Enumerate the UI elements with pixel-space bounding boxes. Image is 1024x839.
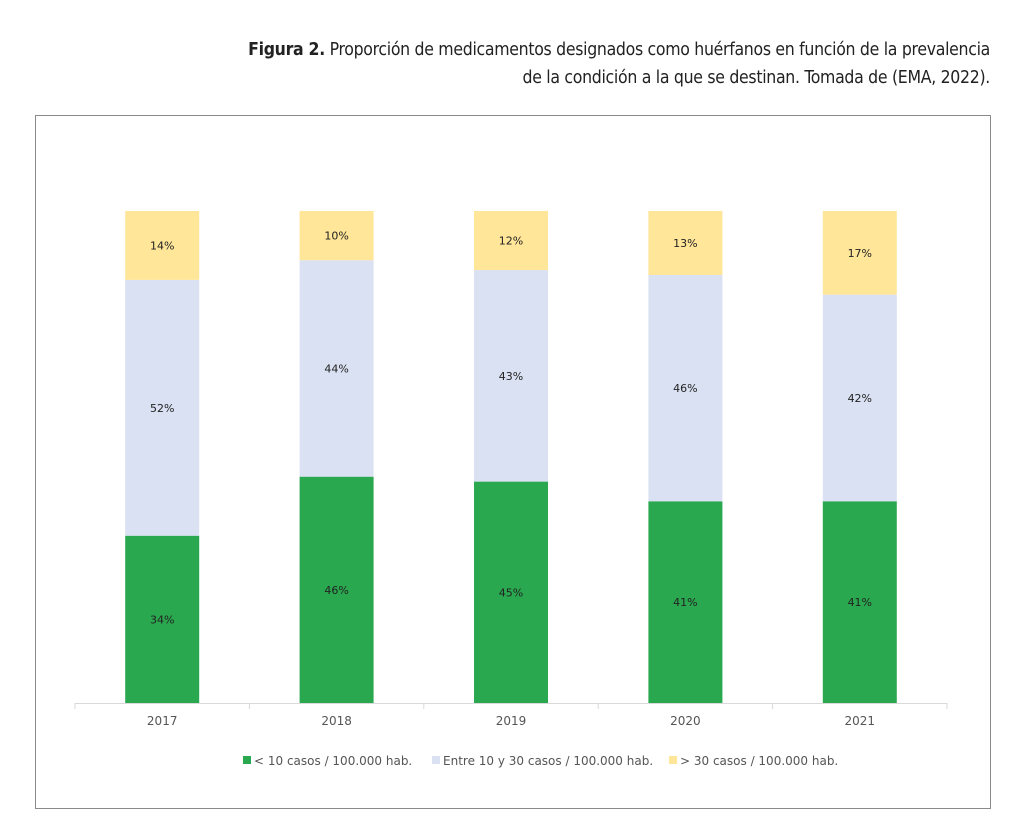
x-tick-label: 2017	[147, 714, 178, 728]
x-tick-label: 2019	[496, 714, 527, 728]
data-label: 12%	[499, 235, 523, 248]
bar-segment	[648, 211, 723, 275]
bar-segment	[299, 211, 374, 261]
chart-frame	[35, 115, 991, 809]
bar-segment	[125, 535, 200, 703]
bar-segment	[648, 274, 723, 502]
data-label: 46%	[673, 382, 697, 395]
data-label: 41%	[848, 596, 872, 609]
data-label: 14%	[150, 239, 174, 252]
bar-segment	[648, 501, 723, 703]
legend-swatch	[669, 756, 677, 764]
x-tick-label: 2021	[845, 714, 876, 728]
bar-segment	[299, 476, 374, 703]
data-label: 34%	[150, 613, 174, 626]
legend-label: > 30 casos / 100.000 hab.	[680, 754, 838, 768]
legend-label: < 10 casos / 100.000 hab.	[254, 754, 412, 768]
bar-segment	[822, 501, 897, 703]
legend-label: Entre 10 y 30 casos / 100.000 hab.	[443, 754, 653, 768]
data-label: 52%	[150, 402, 174, 415]
data-label: 41%	[673, 596, 697, 609]
bar-segment	[125, 279, 200, 536]
data-label: 46%	[324, 584, 348, 597]
bar-segment	[474, 481, 548, 703]
legend-swatch	[432, 756, 440, 764]
x-tick-label: 2020	[670, 714, 701, 728]
data-label: 44%	[324, 362, 348, 375]
figure-caption-text: Proporción de medicamentos designados co…	[324, 40, 991, 88]
x-tick-label: 2018	[321, 714, 352, 728]
bar-segment	[474, 270, 548, 482]
bar-segment	[822, 211, 897, 295]
bar-segment	[474, 211, 548, 271]
bar-segment	[299, 260, 374, 477]
figure-caption: Figura 2. Proporción de medicamentos des…	[230, 36, 990, 92]
data-label: 43%	[499, 370, 523, 383]
data-label: 13%	[673, 237, 697, 250]
data-label: 10%	[324, 230, 348, 243]
bar-segment	[822, 294, 897, 502]
data-label: 42%	[848, 392, 872, 405]
legend-swatch	[243, 756, 251, 764]
figure-label: Figura 2.	[248, 40, 325, 60]
data-label: 45%	[499, 586, 523, 599]
data-label: 17%	[848, 247, 872, 260]
bar-segment	[125, 211, 200, 280]
